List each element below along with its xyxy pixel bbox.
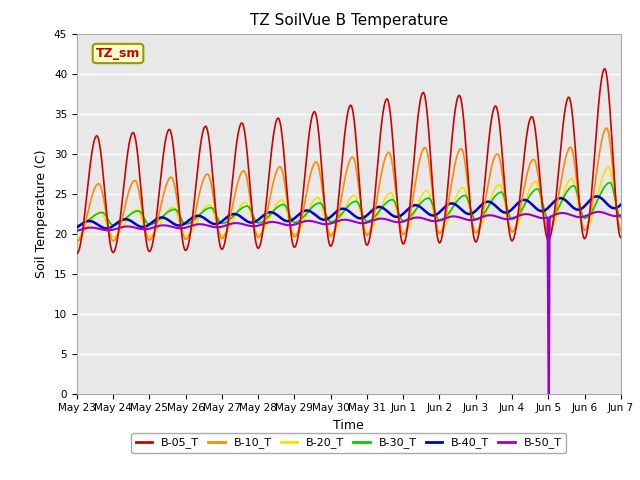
Title: TZ SoilVue B Temperature: TZ SoilVue B Temperature (250, 13, 448, 28)
Y-axis label: Soil Temperature (C): Soil Temperature (C) (35, 149, 48, 278)
Legend: B-05_T, B-10_T, B-20_T, B-30_T, B-40_T, B-50_T: B-05_T, B-10_T, B-20_T, B-30_T, B-40_T, … (131, 433, 566, 453)
Text: TZ_sm: TZ_sm (96, 47, 140, 60)
X-axis label: Time: Time (333, 419, 364, 432)
